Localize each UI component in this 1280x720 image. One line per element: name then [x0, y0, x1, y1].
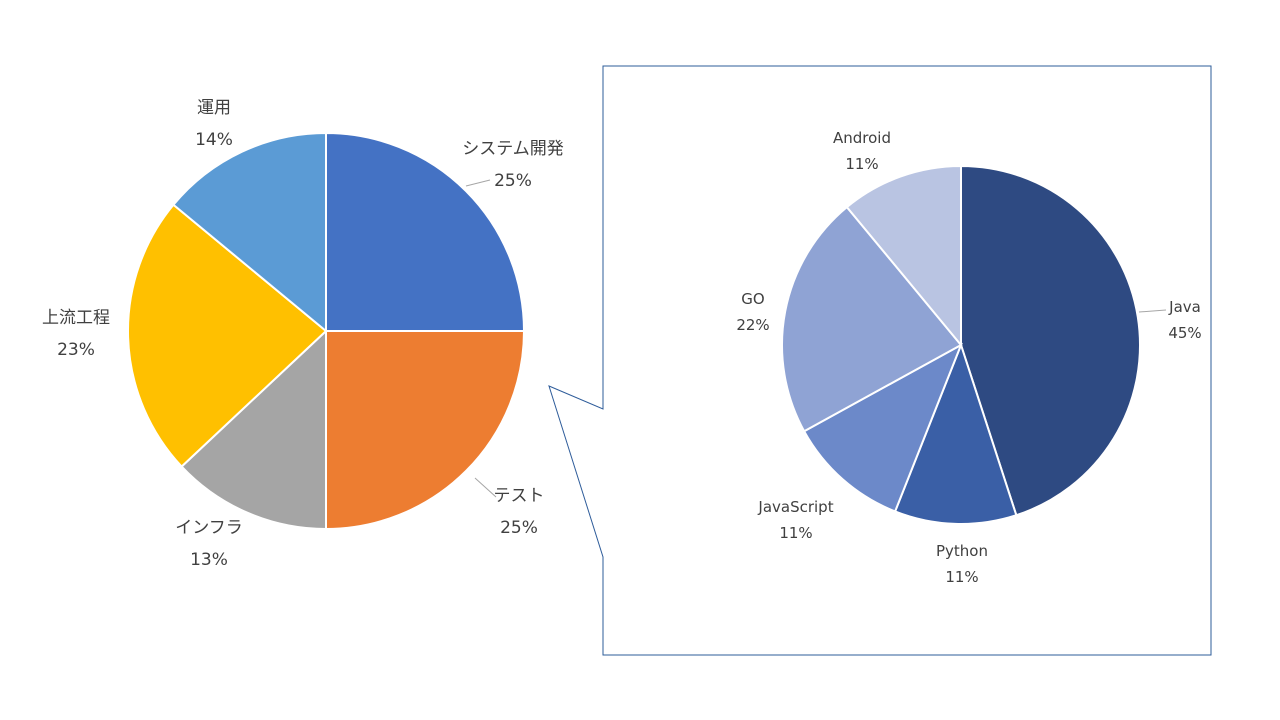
pie-slice-item: [172, 131, 327, 334]
slice-percent: 45%: [1168, 324, 1201, 342]
slice-percent: 11%: [845, 155, 878, 173]
breakdown-pie-chart: Java 45% Python 11% JavaScript 11% GO 22% Androi…: [736, 129, 1201, 586]
leader-line-item: [474, 477, 497, 498]
pie-slice-go: [781, 205, 963, 433]
slice-percent: 25%: [500, 518, 538, 538]
slice-label: JavaScript: [757, 498, 833, 516]
pie-slice-item: [325, 131, 526, 332]
slice-label: Python: [936, 542, 988, 560]
slice-percent: 22%: [736, 316, 769, 334]
breakdown-callout-frame: [548, 65, 1212, 656]
leader-line-item: [465, 179, 491, 187]
pie-slice-android: [845, 164, 962, 348]
slice-label: Java: [1168, 298, 1201, 316]
slice-label: テスト: [494, 486, 545, 506]
slice-percent: 13%: [190, 550, 228, 570]
slice-percent: 25%: [494, 171, 532, 191]
leader-line-java: [1138, 309, 1167, 313]
pie-slice-python: [893, 342, 1018, 525]
slice-label: システム開発: [462, 139, 564, 159]
slice-percent: 14%: [195, 130, 233, 150]
pie-slice-item: [127, 203, 328, 468]
pie-slice-javascript: [802, 342, 963, 513]
slice-percent: 11%: [945, 568, 978, 586]
slice-label: インフラ: [175, 518, 243, 538]
slice-percent: 23%: [57, 340, 95, 360]
slice-label: 運用: [197, 98, 231, 118]
slice-label: GO: [741, 290, 764, 308]
slice-label: Android: [833, 129, 891, 147]
pie-slice-item: [180, 328, 327, 531]
slice-label: 上流工程: [42, 308, 110, 328]
main-pie-chart: システム開発 25% テスト 25% インフラ 13% 上流工程 23% 運用 14%: [42, 98, 564, 570]
pie-slice-item: [325, 330, 526, 531]
slice-percent: 11%: [779, 524, 812, 542]
pie-slice-java: [960, 164, 1141, 517]
